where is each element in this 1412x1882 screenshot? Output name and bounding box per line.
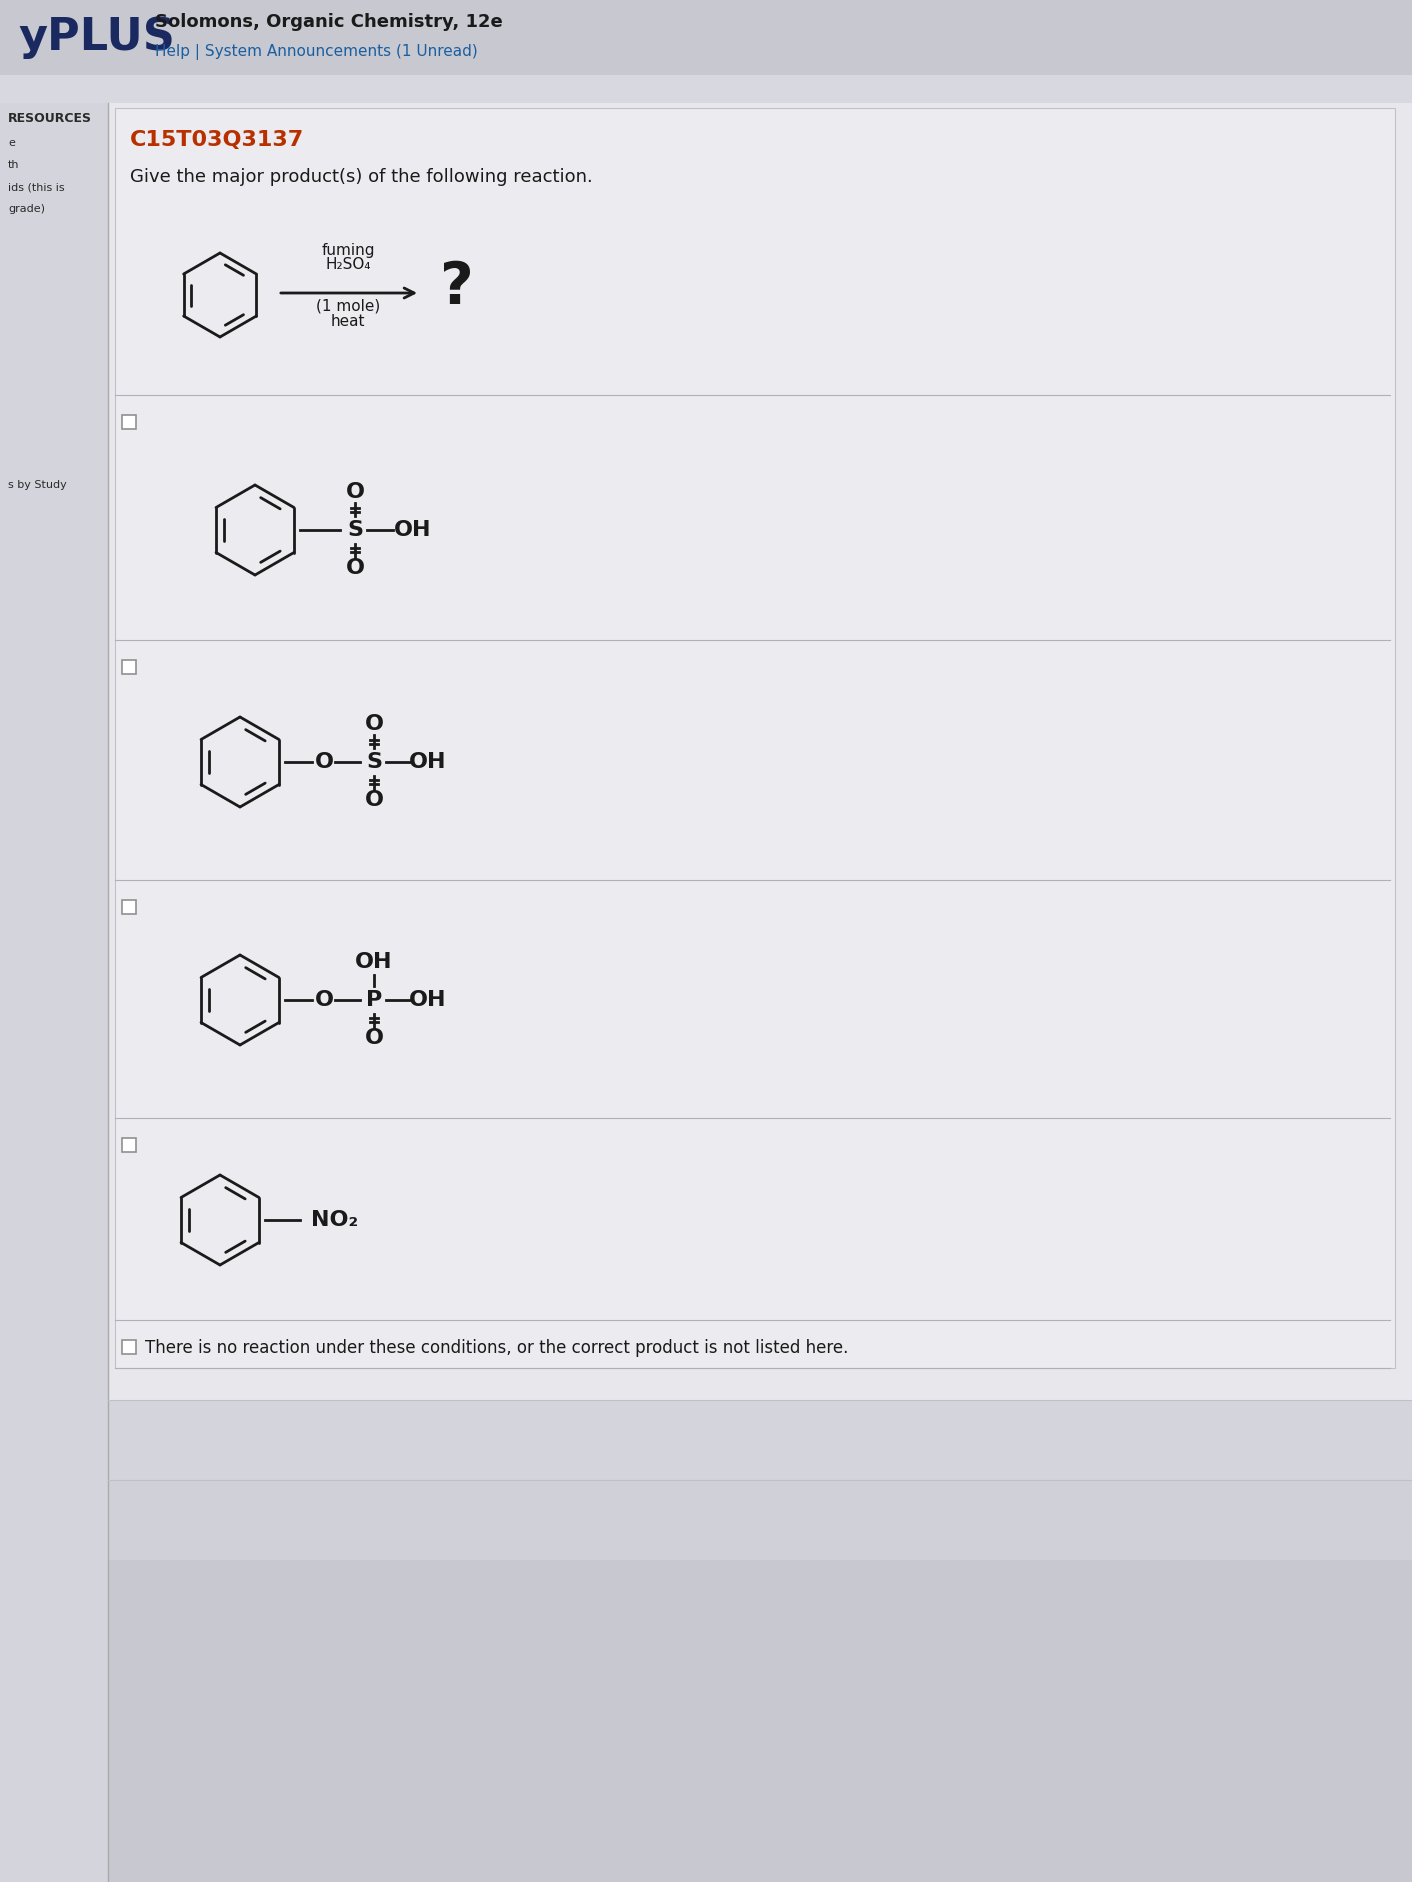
Text: RESOURCES: RESOURCES [8,113,92,124]
Text: Give the major product(s) of the following reaction.: Give the major product(s) of the followi… [130,167,593,186]
Text: Solomons, Organic Chemistry, 12e: Solomons, Organic Chemistry, 12e [155,13,503,30]
Text: There is no reaction under these conditions, or the correct product is not liste: There is no reaction under these conditi… [145,1338,849,1357]
Bar [0,104,107,1882]
Text: OH: OH [394,519,432,540]
Text: NO₂: NO₂ [312,1210,359,1231]
Text: O: O [346,482,364,502]
Text: O: O [364,1028,384,1048]
Text: OH: OH [409,990,446,1011]
Bar [107,1479,1412,1560]
Text: O: O [346,557,364,578]
Bar [0,75,1412,104]
Bar [121,900,136,915]
Text: S: S [347,519,363,540]
Text: C15T03Q3137: C15T03Q3137 [130,130,304,151]
Text: yPLUS: yPLUS [18,15,175,58]
Text: Help | System Announcements (1 Unread): Help | System Announcements (1 Unread) [155,43,477,60]
Text: (1 mole): (1 mole) [316,297,380,312]
Text: s by Study: s by Study [8,480,66,489]
Bar [121,416,136,429]
Text: ids (this is: ids (this is [8,183,65,192]
Bar [114,107,1395,1368]
Text: OH: OH [356,952,393,971]
Bar [107,1400,1412,1479]
Text: e: e [8,137,16,149]
Text: grade): grade) [8,203,45,215]
Text: fuming: fuming [322,243,374,258]
Text: O: O [364,713,384,734]
Text: th: th [8,160,20,169]
Bar [121,1139,136,1152]
Text: O: O [315,990,333,1011]
Text: O: O [315,753,333,772]
Text: OH: OH [409,753,446,772]
Text: heat: heat [330,314,366,329]
Text: S: S [366,753,383,772]
Text: ?: ? [441,258,474,316]
Bar [121,661,136,674]
Text: H₂SO₄: H₂SO₄ [325,258,371,273]
Text: O: O [364,790,384,809]
Bar [107,1560,1412,1882]
Text: P: P [366,990,383,1011]
Bar [0,0,1412,75]
Bar [121,1340,136,1353]
